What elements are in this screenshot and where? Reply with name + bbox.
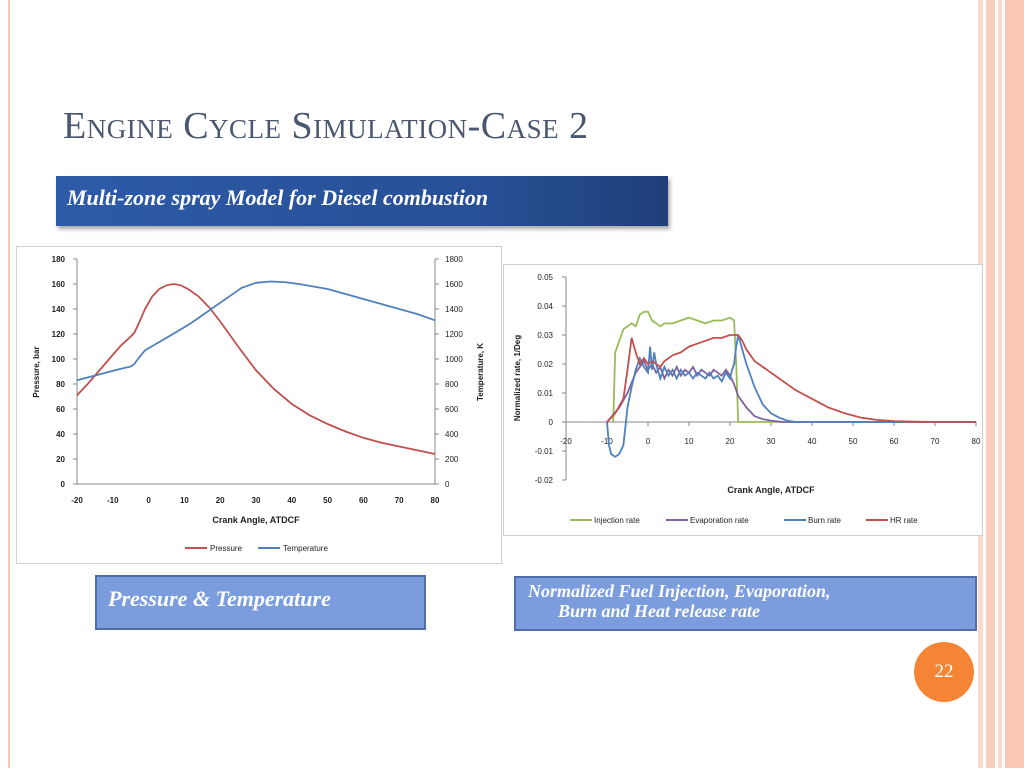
- chart1-ytick-1: 20: [56, 455, 65, 464]
- chart1-xtick-6: 40: [287, 496, 296, 505]
- chart1-y2tick-9: 1800: [445, 255, 463, 264]
- page-number-badge: 22: [914, 642, 974, 702]
- chart2-legend-label-1: Evaporation rate: [690, 516, 749, 525]
- chart1-y2tick-8: 1600: [445, 280, 463, 289]
- chart1-series-pressure: [76, 283, 436, 455]
- chart1-y2tick-6: 1200: [445, 330, 463, 339]
- chart1-xlabel: Crank Angle, ATDCF: [212, 515, 300, 525]
- chart1-y2tick-3: 600: [445, 405, 459, 414]
- chart2-ytick-7: 0.05: [537, 273, 553, 282]
- chart2-xtick-9: 70: [931, 437, 940, 446]
- chart1-ytick-8: 160: [52, 280, 66, 289]
- chart1-legend-label-0: Pressure: [210, 544, 243, 553]
- chart1-ytick-7: 140: [52, 305, 66, 314]
- chart1-xtick-1: -10: [107, 496, 119, 505]
- chart2-ytick-4: 0.02: [537, 360, 553, 369]
- right-chart-caption: Normalized Fuel Injection, Evaporation, …: [514, 576, 977, 631]
- chart1-ytick-0: 0: [61, 480, 66, 489]
- decor-strip-4: [1005, 0, 1024, 768]
- chart2-series-hr-rate: [606, 334, 976, 423]
- normalized-rate-chart-frame: -20 -10 0 10 20 30 40 50 60 70 80 -0.02 -0.01 0 0.01 0.…: [503, 264, 983, 536]
- chart1-xtick-9: 70: [395, 496, 404, 505]
- chart2-legend-label-2: Burn rate: [808, 516, 841, 525]
- chart1-xtick-2: 0: [146, 496, 151, 505]
- chart2-ylabel: Normalized rate, 1/Deg: [513, 335, 522, 421]
- chart2-xtick-8: 60: [890, 437, 899, 446]
- chart1-ytick-5: 100: [52, 355, 66, 364]
- chart1-ylabel: Pressure, bar: [32, 346, 41, 397]
- pressure-temperature-chart-frame: -20 -10 0 10 20 30 40 50 60 70 80 0 20 40 60 80 100 120 14…: [16, 246, 502, 564]
- chart1-ytick-4: 80: [56, 380, 65, 389]
- chart1-ytick-2: 40: [56, 430, 65, 439]
- chart2-xtick-3: 10: [685, 437, 694, 446]
- subtitle-banner: Multi-zone spray Model for Diesel combus…: [56, 176, 668, 226]
- subtitle-text: Multi-zone spray Model for Diesel combus…: [67, 185, 489, 210]
- chart1-legend-label-1: Temperature: [283, 544, 328, 553]
- decor-strip-3: [998, 0, 1002, 768]
- chart2-legend-label-0: Injection rate: [594, 516, 640, 525]
- chart1-y2tick-4: 800: [445, 380, 459, 389]
- chart1-y2tick-7: 1400: [445, 305, 463, 314]
- chart2-legend-label-3: HR rate: [890, 516, 918, 525]
- chart1-ytick-3: 60: [56, 405, 65, 414]
- right-chart-caption-line1: Normalized Fuel Injection, Evaporation,: [528, 581, 831, 601]
- left-chart-caption: Pressure & Temperature: [95, 575, 426, 630]
- normalized-rate-chart: -20 -10 0 10 20 30 40 50 60 70 80 -0.02 -0.01 0 0.01 0.…: [513, 273, 981, 525]
- chart1-xtick-8: 60: [359, 496, 368, 505]
- chart1-ytick-6: 120: [52, 330, 66, 339]
- chart1-xtick-5: 30: [252, 496, 261, 505]
- chart1-y2tick-5: 1000: [445, 355, 463, 364]
- chart1-y2label: Temperature, K: [476, 343, 485, 401]
- left-chart-caption-text: Pressure & Temperature: [108, 586, 331, 611]
- right-chart-caption-line2: Burn and Heat release rate: [558, 601, 761, 621]
- chart2-xtick-1: -10: [601, 437, 613, 446]
- chart1-ytick-9: 180: [52, 255, 66, 264]
- chart2-xtick-10: 80: [972, 437, 981, 446]
- chart1-series-temperature: [76, 280, 436, 382]
- chart2-series-injection-rate: [612, 310, 976, 423]
- chart2-ytick-1: -0.01: [535, 447, 554, 456]
- chart1-xtick-3: 10: [180, 496, 189, 505]
- chart2-xlabel: Crank Angle, ATDCF: [727, 485, 815, 495]
- chart2-xtick-4: 20: [726, 437, 735, 446]
- chart2-ytick-0: -0.02: [535, 476, 554, 485]
- decor-strip-2: [986, 0, 995, 768]
- chart2-xtick-2: 0: [646, 437, 651, 446]
- chart2-series-evaporation-rate: [606, 359, 976, 423]
- chart1-y2tick-2: 400: [445, 430, 459, 439]
- left-border-line: [8, 0, 10, 768]
- chart2-ytick-6: 0.04: [537, 302, 553, 311]
- chart1-xtick-7: 50: [323, 496, 332, 505]
- chart2-xtick-0: -20: [560, 437, 572, 446]
- chart1-y2tick-0: 0: [445, 480, 450, 489]
- chart2-xtick-6: 40: [808, 437, 817, 446]
- chart2-xtick-5: 30: [767, 437, 776, 446]
- slide-title: Engine Cycle Simulation-Case 2: [63, 105, 589, 147]
- chart1-y2tick-1: 200: [445, 455, 459, 464]
- chart1-xtick-4: 20: [216, 496, 225, 505]
- chart2-ytick-2: 0: [549, 418, 554, 427]
- chart2-ytick-3: 0.01: [537, 389, 553, 398]
- chart2-ytick-5: 0.03: [537, 331, 553, 340]
- chart1-xtick-10: 80: [431, 496, 440, 505]
- pressure-temperature-chart: -20 -10 0 10 20 30 40 50 60 70 8002040608010012014…: [32, 255, 485, 553]
- chart1-xtick-0: -20: [71, 496, 83, 505]
- chart2-xtick-7: 50: [849, 437, 858, 446]
- chart2-series-burn-rate: [606, 334, 976, 458]
